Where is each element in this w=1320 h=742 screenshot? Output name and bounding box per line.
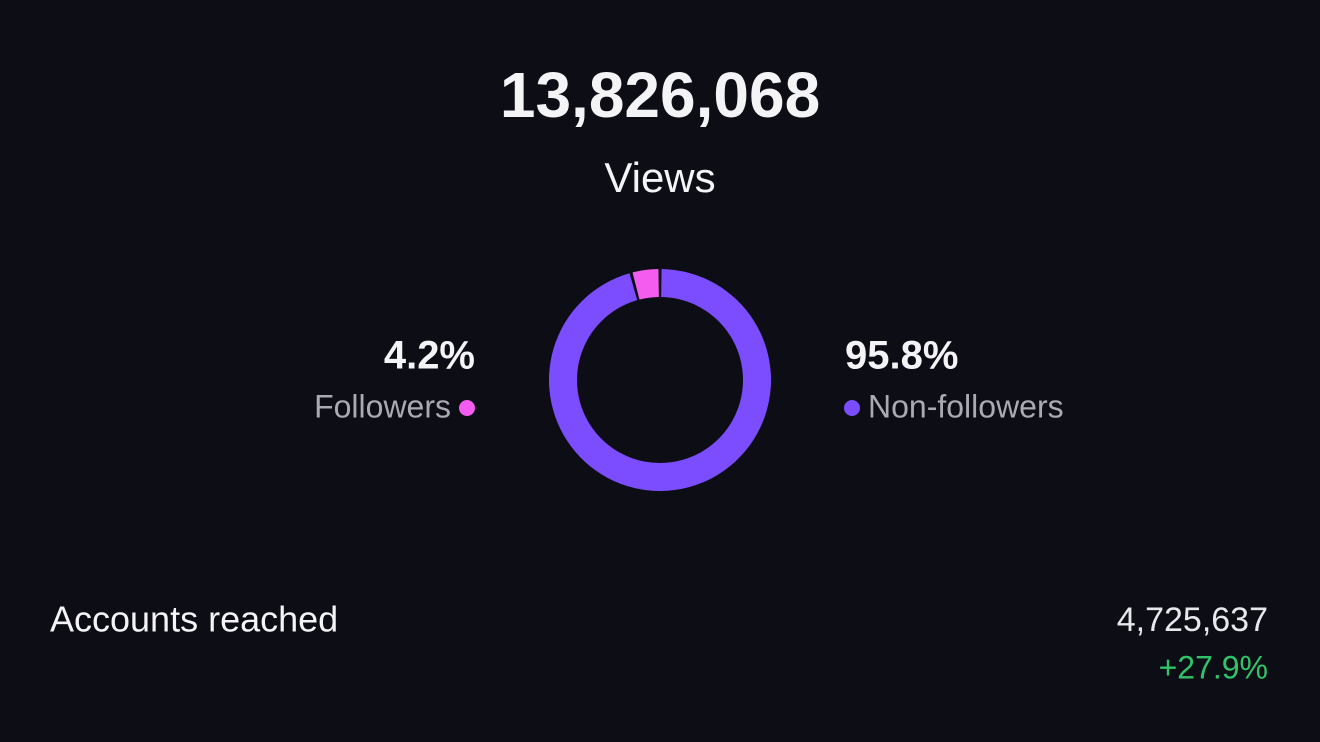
legend-label: Non-followers [868, 388, 1064, 424]
legend-label: Followers [314, 388, 451, 424]
metric-value[interactable]: 4,725,637 [1117, 601, 1268, 639]
views-total: 13,826,068 [500, 59, 820, 131]
views-label: Views [604, 154, 715, 201]
legend-value: 95.8% [845, 334, 958, 378]
legend-dot [459, 400, 475, 416]
legend-value: 4.2% [384, 334, 475, 378]
donut-segment [632, 269, 659, 300]
metric-change: +27.9% [1159, 649, 1268, 685]
legend-dot [844, 400, 860, 416]
legend: 4.2% Followers 95.8% Non-followers [314, 334, 1064, 425]
donut-segment [549, 269, 771, 491]
metric-label: Accounts reached [50, 599, 338, 640]
donut-chart [549, 269, 771, 491]
